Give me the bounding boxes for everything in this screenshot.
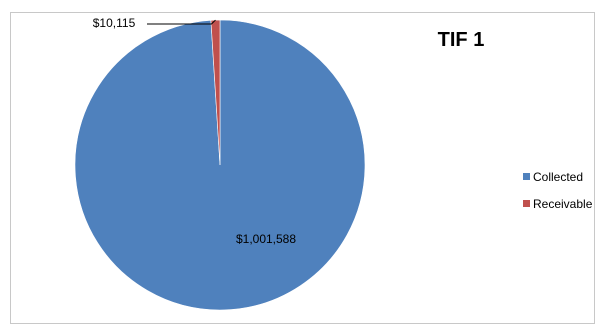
chart-title: TIF 1 bbox=[438, 29, 485, 51]
legend-swatch-collected bbox=[523, 173, 530, 180]
data-label-collected: $1,001,588 bbox=[236, 232, 296, 246]
legend: Collected Receivable bbox=[523, 170, 593, 211]
leader-line-receivable bbox=[147, 19, 216, 25]
legend-swatch-receivable bbox=[523, 200, 530, 207]
legend-label-receivable: Receivable bbox=[533, 197, 593, 211]
data-labels: $1,001,588 $10,115 bbox=[93, 16, 297, 246]
leader-lines bbox=[147, 19, 216, 25]
data-label-receivable: $10,115 bbox=[93, 16, 136, 30]
chart-frame: $1,001,588 $10,115 TIF 1 Collected Receiva… bbox=[10, 12, 595, 324]
legend-label-collected: Collected bbox=[533, 170, 583, 184]
pie-chart: $1,001,588 $10,115 TIF 1 Collected Receiva… bbox=[74, 16, 593, 311]
pie-slices bbox=[74, 19, 366, 311]
